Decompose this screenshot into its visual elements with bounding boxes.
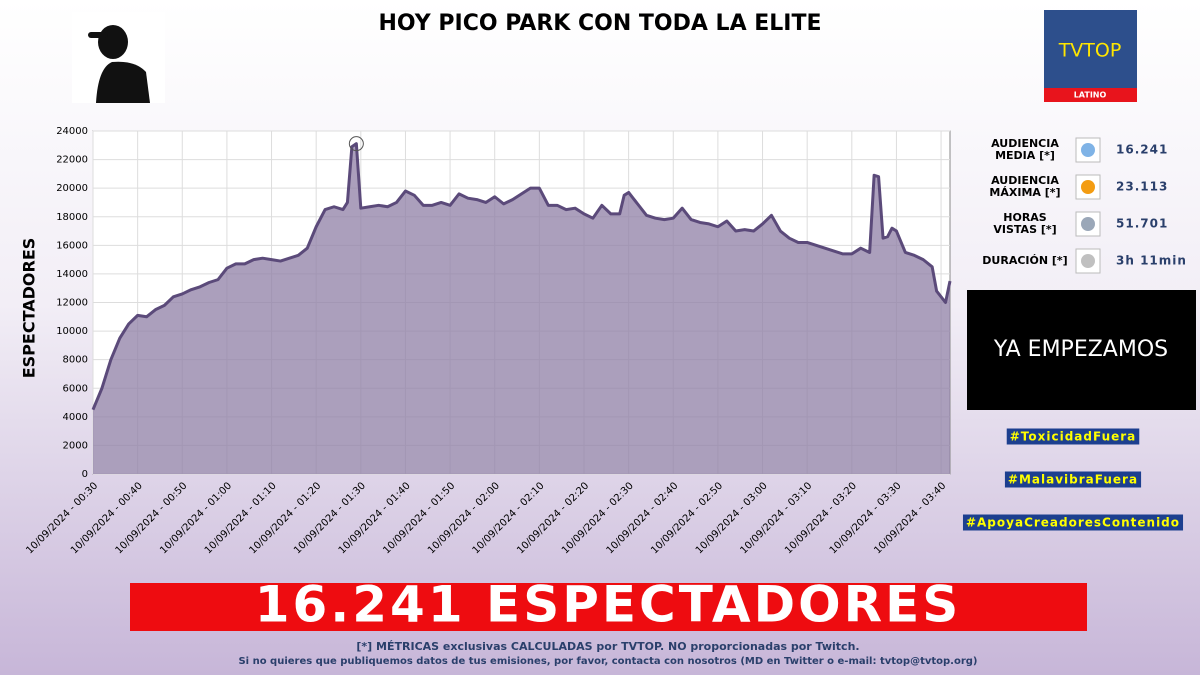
y-tick-label: 10000 [56, 326, 88, 337]
y-tick-label: 20000 [56, 183, 88, 194]
x-tick-label: 10/09/2024 - 00:30 [24, 480, 100, 556]
status-text: YA EMPEZAMOS [993, 337, 1168, 362]
status-box [967, 290, 1196, 410]
banner-text: 16.241 ESPECTADORES [255, 576, 962, 634]
line [91, 142, 952, 411]
avatar-silhouette [88, 25, 150, 103]
stat-value: 3h 11min [1116, 254, 1187, 268]
stat-label: AUDIENCIA [991, 137, 1059, 150]
hashtag: #ToxicidadFuera [1010, 430, 1137, 444]
y-tick-label: 2000 [63, 440, 88, 451]
logo-text: TVTOP [1058, 40, 1122, 62]
stat-label: VISTAS [*] [993, 223, 1056, 236]
stat-icon [1075, 248, 1101, 274]
y-tick-label: 0 [82, 469, 88, 480]
logo-band [1044, 88, 1137, 102]
hashtag-box [1004, 471, 1142, 488]
hashtag-box [962, 514, 1184, 531]
stat-icon-glyph [1081, 254, 1095, 268]
y-tick-label: 24000 [56, 126, 88, 137]
y-tick-label: 4000 [63, 412, 88, 423]
footer-line: Si no quieres que publiquemos datos de t… [238, 656, 977, 667]
stat-value: 51.701 [1116, 217, 1168, 231]
chart-title: HOY PICO PARK CON TODA LA ELITE [378, 11, 821, 36]
y-tick-label: 22000 [56, 155, 88, 166]
stat-label: MÁXIMA [*] [989, 186, 1060, 199]
stat-label: MEDIA [*] [995, 149, 1055, 162]
stat-value: 23.113 [1116, 180, 1168, 194]
y-tick-label: 6000 [63, 383, 88, 394]
hashtag-box [1006, 428, 1140, 445]
y-tick-label: 18000 [56, 212, 88, 223]
logo-box [1044, 10, 1137, 88]
logo-region: LATINO [1074, 91, 1107, 100]
y-tick-label: 16000 [56, 240, 88, 251]
y-axis-label: ESPECTADORES [20, 238, 39, 379]
stat-label: HORAS [1003, 211, 1047, 224]
footer-line: [*] MÉTRICAS exclusivas CALCULADAS por T… [356, 640, 859, 653]
stat-icon-glyph [1081, 217, 1095, 231]
stat-icon-glyph [1081, 180, 1095, 194]
y-tick-label: 14000 [56, 269, 88, 280]
y-tick-label: 8000 [63, 355, 88, 366]
stat-icon-glyph [1081, 143, 1095, 157]
stat-value: 16.241 [1116, 143, 1168, 157]
stat-label: DURACIÓN [*] [982, 254, 1067, 267]
stat-label: AUDIENCIA [991, 174, 1059, 187]
hashtag: #ApoyaCreadoresContenido [966, 516, 1180, 530]
banner-box [130, 583, 1087, 631]
max-marker [348, 136, 364, 152]
hashtag: #MalavibraFuera [1008, 473, 1138, 487]
area [93, 143, 950, 475]
y-tick-label: 12000 [56, 298, 88, 309]
